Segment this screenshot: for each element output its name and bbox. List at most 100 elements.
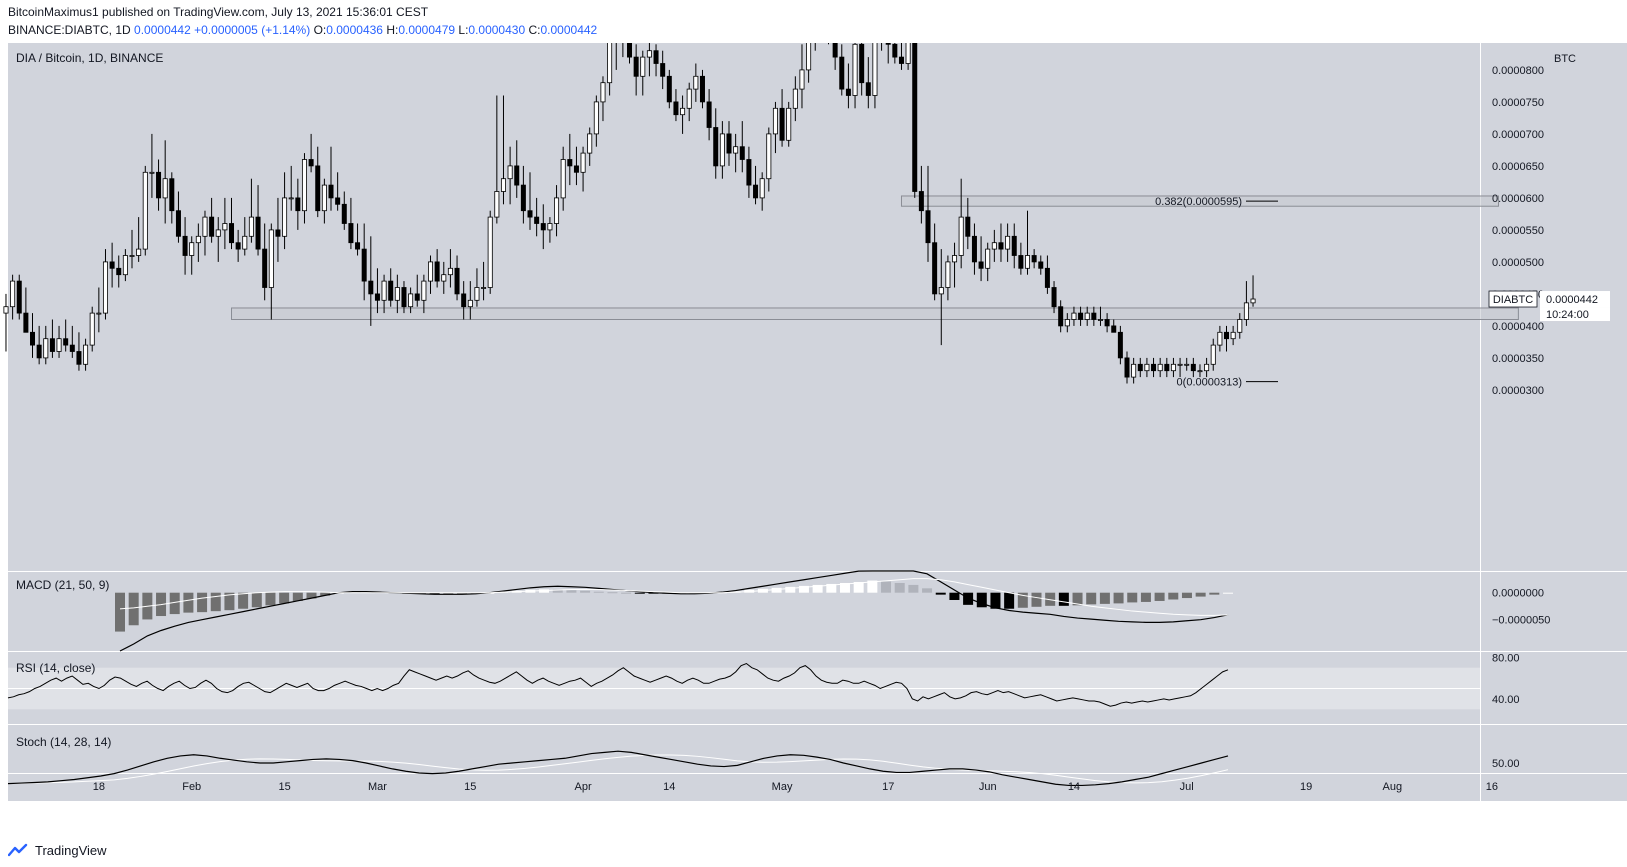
tradingview-logo[interactable]: TradingView	[8, 840, 107, 860]
candle	[560, 146, 566, 211]
x-tick-label: 15	[464, 781, 476, 793]
candle-body	[1217, 331, 1223, 346]
candle	[985, 242, 991, 282]
candle-body	[102, 261, 108, 314]
candle-body	[122, 255, 128, 276]
macd-histogram-bar	[1168, 592, 1179, 600]
candle-body	[149, 171, 155, 174]
macd-histogram-bar	[443, 592, 454, 595]
candle	[527, 172, 533, 230]
candle-body	[262, 248, 268, 288]
candle	[315, 146, 321, 218]
macd-histogram-bar	[963, 592, 974, 605]
macd-histogram-bar	[867, 580, 878, 593]
zone-layer	[231, 195, 1519, 321]
candle	[1190, 357, 1196, 378]
candle-body	[10, 280, 16, 308]
close-label: C:	[528, 23, 541, 37]
candle-body	[627, 37, 633, 58]
candle	[772, 101, 778, 154]
candle-body	[733, 146, 739, 154]
support-resistance-zone-1	[900, 195, 1499, 207]
candle-body	[646, 50, 652, 58]
chart-svg[interactable]: 1(0.0001050)0.382(0.0000595)0(0.0000313)…	[0, 0, 1627, 801]
candle	[865, 57, 871, 109]
candle-body	[76, 351, 82, 365]
macd-histogram-bar	[429, 592, 440, 595]
candle	[1243, 281, 1249, 326]
candle	[129, 229, 135, 269]
candle-body	[23, 312, 29, 333]
brand-name: TradingView	[35, 842, 107, 858]
candle-body	[845, 88, 851, 96]
candle	[1091, 306, 1097, 326]
candle	[288, 165, 294, 211]
candle-body	[202, 216, 208, 237]
candle-body	[587, 133, 593, 154]
candle-body	[958, 216, 964, 256]
candle	[746, 146, 752, 198]
candle-body	[885, 37, 891, 45]
candle	[388, 268, 394, 307]
candle	[1164, 357, 1170, 378]
candle-body	[222, 223, 228, 231]
candle-body	[573, 165, 579, 173]
macd-histogram-bar	[292, 592, 303, 601]
candle	[786, 101, 792, 147]
candle-body	[693, 75, 699, 90]
candle-body	[447, 267, 453, 276]
candle-body	[89, 312, 95, 346]
macd-histogram-bar	[922, 588, 933, 593]
macd-histogram-bar	[224, 592, 235, 611]
x-tick-label: May	[772, 781, 793, 793]
macd-histogram-bar	[1113, 592, 1124, 604]
candle-body	[63, 338, 69, 346]
candle-body	[527, 210, 533, 218]
candle-body	[1250, 298, 1256, 304]
publisher-name[interactable]: BitcoinMaximus1	[8, 5, 99, 19]
macd-histogram-bar	[1181, 592, 1192, 599]
main-pane-title: DIA / Bitcoin, 1D, BINANCE	[16, 51, 163, 65]
candle-body	[719, 133, 725, 167]
candle	[16, 274, 22, 320]
candle	[63, 319, 69, 352]
macd-histogram-bar	[115, 592, 125, 632]
candle-body	[1051, 287, 1057, 308]
macd-histogram-bar	[1195, 592, 1206, 597]
candle	[945, 255, 951, 301]
candle-body	[607, 37, 613, 84]
candle-body	[713, 127, 719, 167]
candle-body	[1204, 363, 1210, 372]
candle-body	[494, 191, 500, 218]
pane-bg-main	[8, 43, 1480, 571]
candle-body	[43, 338, 49, 359]
candle	[1224, 325, 1230, 352]
candle-body	[1111, 325, 1117, 333]
candle	[912, 25, 918, 198]
macd-histogram-bar	[1209, 592, 1220, 595]
candle-body	[162, 178, 168, 199]
y-tick-label: 0.0000400	[1492, 321, 1544, 333]
rsi-pane-title: RSI (14, close)	[16, 661, 95, 675]
candle-body	[1224, 331, 1230, 340]
candle-body	[401, 287, 407, 308]
macd-histogram-bar	[1223, 592, 1233, 594]
candle	[653, 44, 659, 77]
candle	[122, 249, 128, 282]
macd-histogram-bar	[949, 592, 960, 600]
y-tick-label: 0.0000800	[1492, 65, 1544, 77]
chart-area[interactable]: 1(0.0001050)0.382(0.0000595)0(0.0000313)…	[0, 0, 1627, 806]
candle	[1025, 210, 1031, 275]
rsi-y-tick-label: 40.00	[1492, 694, 1520, 706]
candle-body	[1117, 331, 1123, 359]
open-value: 0.0000436	[326, 23, 383, 37]
x-tick-label: Apr	[575, 781, 592, 793]
candle	[1250, 275, 1256, 307]
candle-body	[361, 248, 367, 282]
candle-body	[255, 216, 261, 250]
candle-body	[441, 274, 447, 282]
candle	[248, 178, 254, 243]
candle-body	[699, 75, 705, 103]
candle	[481, 261, 487, 301]
candle	[1044, 255, 1050, 294]
